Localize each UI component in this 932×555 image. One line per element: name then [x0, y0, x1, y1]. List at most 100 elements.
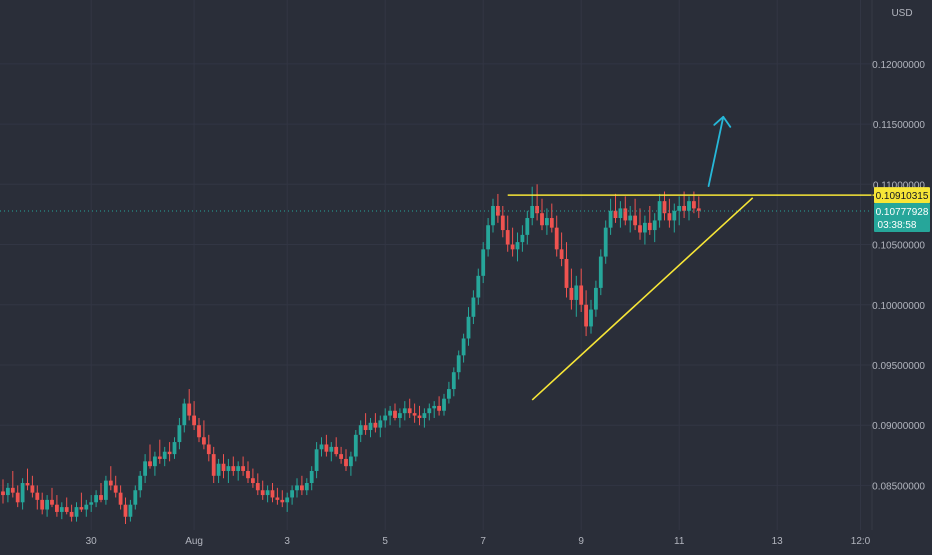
candle-body — [334, 446, 339, 455]
candle-body — [255, 483, 260, 491]
candle-body — [643, 222, 647, 233]
candle-body — [280, 499, 285, 503]
y-tick-label: 0.12000000 — [872, 60, 925, 71]
candle-body — [104, 480, 108, 500]
x-tick-label: 3 — [284, 536, 290, 547]
x-tick-label: 13 — [772, 536, 784, 547]
candle-body — [202, 437, 206, 445]
countdown-label: 03:38:58 — [878, 220, 917, 231]
candle-body — [398, 413, 402, 418]
candle-body — [143, 461, 147, 476]
candle-body — [540, 213, 544, 226]
candle-body — [437, 405, 441, 411]
candle-body — [623, 208, 628, 221]
candle-body — [113, 485, 118, 493]
candles — [1, 184, 701, 524]
candle-body — [221, 463, 226, 471]
last-price-badge — [874, 203, 930, 233]
candle-body — [123, 504, 128, 517]
candle-body — [275, 497, 280, 500]
candle-body — [520, 234, 525, 243]
candle-body — [55, 504, 59, 512]
candle-body — [682, 205, 686, 211]
candle-body — [383, 415, 388, 421]
candle-body — [324, 444, 329, 452]
candle-body — [128, 504, 133, 517]
candle-body — [329, 446, 334, 452]
annotations — [0, 115, 881, 401]
candle-body — [241, 466, 245, 471]
candle-body — [496, 205, 500, 216]
price-badges: 0.10910315 0.10777928 03:38:58 — [874, 187, 930, 233]
candle-body — [64, 507, 69, 512]
candle-body — [45, 499, 49, 510]
candle-body — [197, 425, 201, 438]
candle-body — [594, 287, 598, 310]
y-tick-label: 0.08500000 — [872, 481, 925, 492]
candle-body — [94, 495, 98, 503]
candle-body — [206, 444, 211, 455]
candle-body — [99, 495, 103, 500]
candle-body — [138, 475, 143, 491]
y-tick-label: 0.10500000 — [872, 241, 925, 252]
candle-body — [554, 227, 559, 250]
x-axis-labels: 30 Aug 3 5 7 9 11 13 12:0 — [86, 536, 871, 547]
candle-body — [339, 454, 343, 459]
breakout-arrow-head — [713, 115, 732, 128]
candle-body — [422, 413, 427, 418]
candle-body — [162, 451, 167, 459]
candle-body — [319, 444, 324, 450]
candle-body — [148, 461, 152, 467]
candle-body — [236, 466, 241, 471]
candle-body — [486, 225, 490, 250]
candle-body — [687, 201, 691, 211]
y-axis-labels: 0.12000000 0.11500000 0.11000000 0.10500000… — [872, 60, 925, 493]
candle-body — [466, 316, 471, 339]
candle-body — [407, 408, 412, 414]
candle-body — [133, 490, 138, 505]
y-tick-label: 0.09500000 — [872, 361, 925, 372]
candle-body — [187, 403, 192, 416]
candle-body — [696, 208, 701, 211]
candle-body — [559, 249, 564, 259]
candle-body — [456, 355, 461, 373]
candle-body — [84, 504, 89, 510]
currency-label: USD — [891, 8, 912, 19]
candle-body — [290, 490, 294, 498]
candle-body — [378, 420, 383, 428]
candle-body — [20, 483, 25, 503]
candle-body — [69, 511, 74, 517]
candle-body — [667, 213, 672, 221]
candle-body — [638, 225, 642, 233]
candle-body — [50, 499, 54, 505]
x-tick-label: 12:0 — [851, 536, 871, 547]
candle-body — [584, 304, 588, 327]
x-tick-label: 11 — [674, 536, 685, 547]
candle-body — [608, 210, 613, 228]
candle-body — [579, 285, 584, 305]
x-tick-label: 30 — [86, 536, 98, 547]
candle-body — [662, 201, 667, 214]
candle-body — [672, 210, 677, 221]
candle-body — [677, 205, 682, 211]
candle-body — [476, 275, 481, 298]
candle-body — [535, 205, 539, 214]
candle-body — [79, 507, 84, 510]
resistance-price-badge — [874, 187, 930, 204]
candle-body — [59, 507, 64, 512]
candle-body — [657, 201, 662, 221]
candle-body — [353, 434, 358, 457]
candle-body — [481, 249, 486, 276]
candle-body — [447, 389, 451, 399]
breakout-arrow-shaft — [707, 115, 725, 188]
candle-body — [358, 425, 363, 435]
resistance-price-label: 0.10910315 — [876, 191, 929, 202]
candle-body — [451, 372, 456, 390]
candle-body — [564, 258, 569, 288]
x-tick-label: 9 — [578, 536, 584, 547]
candle-body — [574, 285, 579, 300]
candle-body — [618, 208, 623, 219]
candle-body — [1, 491, 5, 496]
